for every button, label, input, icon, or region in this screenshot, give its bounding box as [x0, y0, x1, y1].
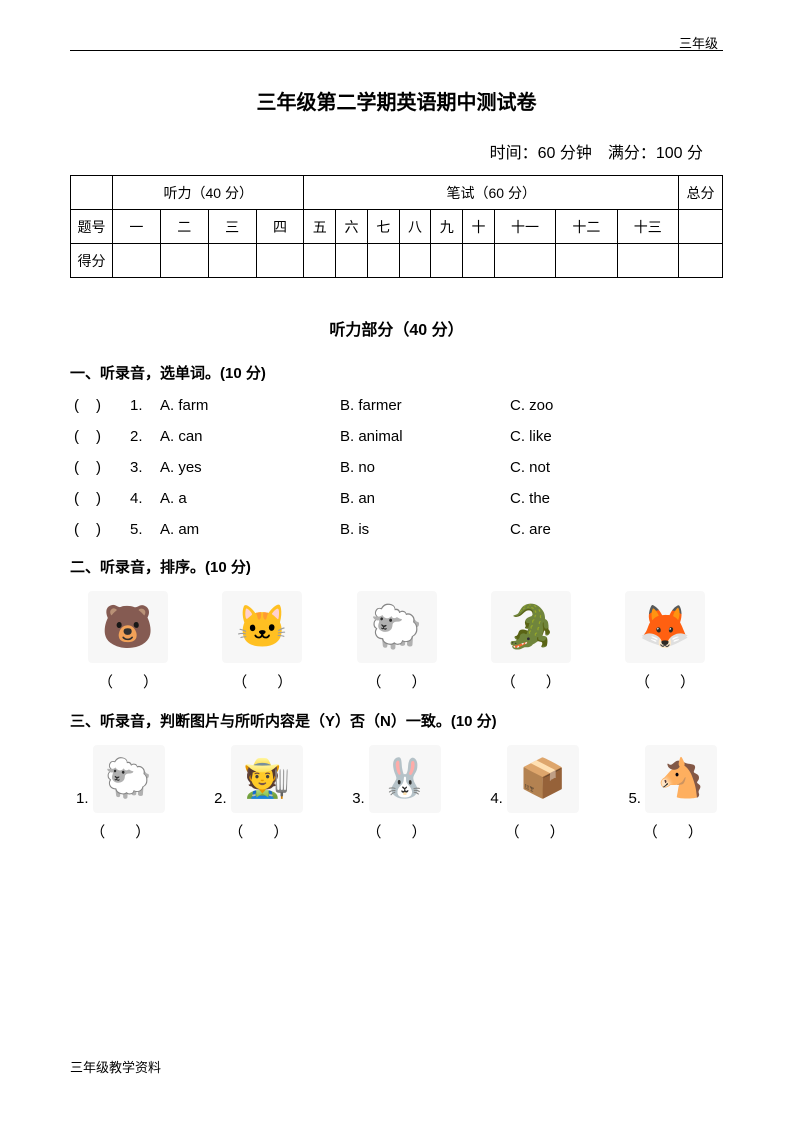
page-title: 三年级第二学期英语期中测试卷	[70, 86, 723, 115]
col-6: 六	[336, 210, 368, 244]
col-12: 十二	[556, 210, 617, 244]
farmer-icon: 🧑‍🌾	[231, 745, 303, 813]
sheep-icon: 🐑	[357, 591, 437, 663]
q2-item-4: 🐊 （ ）	[491, 591, 571, 692]
q3-blank-3: （ ）	[366, 821, 426, 842]
score-table-header-row: 听力（40 分） 笔试（60 分） 总分	[71, 176, 723, 210]
crocodile-icon: 🐊	[491, 591, 571, 663]
col-11: 十一	[494, 210, 555, 244]
time-score-line: 时间：60 分钟 满分：100 分	[70, 139, 723, 163]
q1-row-5: () 5. A. am B. is C. are	[70, 521, 723, 538]
q1-rows: () 1. A. farm B. farmer C. zoo () 2. A. …	[70, 397, 723, 538]
cat-icon: 🐱	[222, 591, 302, 663]
q2-blank-4: （ ）	[501, 671, 561, 692]
q3-item-5: 5. 🐴 （ ）	[628, 745, 717, 842]
fox-icon: 🦊	[625, 591, 705, 663]
q3-blank-4: （ ）	[505, 821, 565, 842]
col-7: 七	[367, 210, 399, 244]
header-grade-label: 三年级	[679, 33, 718, 52]
total-header-cell: 总分	[679, 176, 723, 210]
q1-heading: 一、听录音，选单词。(10 分)	[70, 362, 723, 383]
q2-image-row: 🐻 （ ） 🐱 （ ） 🐑 （ ） 🐊 （ ） 🦊 （ ）	[70, 591, 723, 692]
q1-row-1: () 1. A. farm B. farmer C. zoo	[70, 397, 723, 414]
q2-blank-3: （ ）	[366, 671, 426, 692]
col-13: 十三	[617, 210, 678, 244]
q3-blank-2: （ ）	[228, 821, 288, 842]
col-8: 八	[399, 210, 431, 244]
row-label-score: 得分	[71, 244, 113, 278]
footer-text: 三年级教学资料	[70, 1057, 161, 1076]
q1-row-3: () 3. A. yes B. no C. not	[70, 459, 723, 476]
header-rule: 三年级	[70, 50, 723, 51]
q2-blank-5: （ ）	[635, 671, 695, 692]
q3-item-1: 1. 🐑 （ ）	[76, 745, 165, 842]
written-header-cell: 笔试（60 分）	[304, 176, 679, 210]
q2-item-2: 🐱 （ ）	[222, 591, 302, 692]
col-5: 五	[304, 210, 336, 244]
col-4: 四	[256, 210, 304, 244]
row-label-num: 题号	[71, 210, 113, 244]
q2-item-5: 🦊 （ ）	[625, 591, 705, 692]
q3-blank-1: （ ）	[90, 821, 150, 842]
q2-item-3: 🐑 （ ）	[357, 591, 437, 692]
q3-item-2: 2. 🧑‍🌾 （ ）	[214, 745, 303, 842]
q1-row-4: () 4. A. a B. an C. the	[70, 490, 723, 507]
bear-icon: 🐻	[88, 591, 168, 663]
q1-row-2: () 2. A. can B. animal C. like	[70, 428, 723, 445]
q3-heading: 三、听录音，判断图片与所听内容是（Y）否（N）一致。(10 分)	[70, 710, 723, 731]
q3-item-4: 4. 📦 （ ）	[490, 745, 579, 842]
q3-item-3: 3. 🐰 （ ）	[352, 745, 441, 842]
q2-blank-1: （ ）	[98, 671, 158, 692]
q3-image-row: 1. 🐑 （ ） 2. 🧑‍🌾 （ ） 3. 🐰 （ ） 4. 📦 （ ） 5.…	[70, 745, 723, 842]
q2-blank-2: （ ）	[232, 671, 292, 692]
col-1: 一	[113, 210, 161, 244]
q2-heading: 二、听录音，排序。(10 分)	[70, 556, 723, 577]
rabbits-icon: 🐰	[369, 745, 441, 813]
score-table: 听力（40 分） 笔试（60 分） 总分 题号 一 二 三 四 五 六 七 八 …	[70, 175, 723, 278]
q2-item-1: 🐻 （ ）	[88, 591, 168, 692]
q3-blank-5: （ ）	[643, 821, 703, 842]
horse-icon: 🐴	[645, 745, 717, 813]
listening-section-title: 听力部分（40 分）	[70, 316, 723, 340]
col-10: 十	[463, 210, 495, 244]
score-table-score-row: 得分	[71, 244, 723, 278]
sheep-group-icon: 🐑	[93, 745, 165, 813]
col-2: 二	[160, 210, 208, 244]
col-3: 三	[208, 210, 256, 244]
box-icon: 📦	[507, 745, 579, 813]
score-table-num-row: 题号 一 二 三 四 五 六 七 八 九 十 十一 十二 十三	[71, 210, 723, 244]
listening-header-cell: 听力（40 分）	[113, 176, 304, 210]
col-9: 九	[431, 210, 463, 244]
